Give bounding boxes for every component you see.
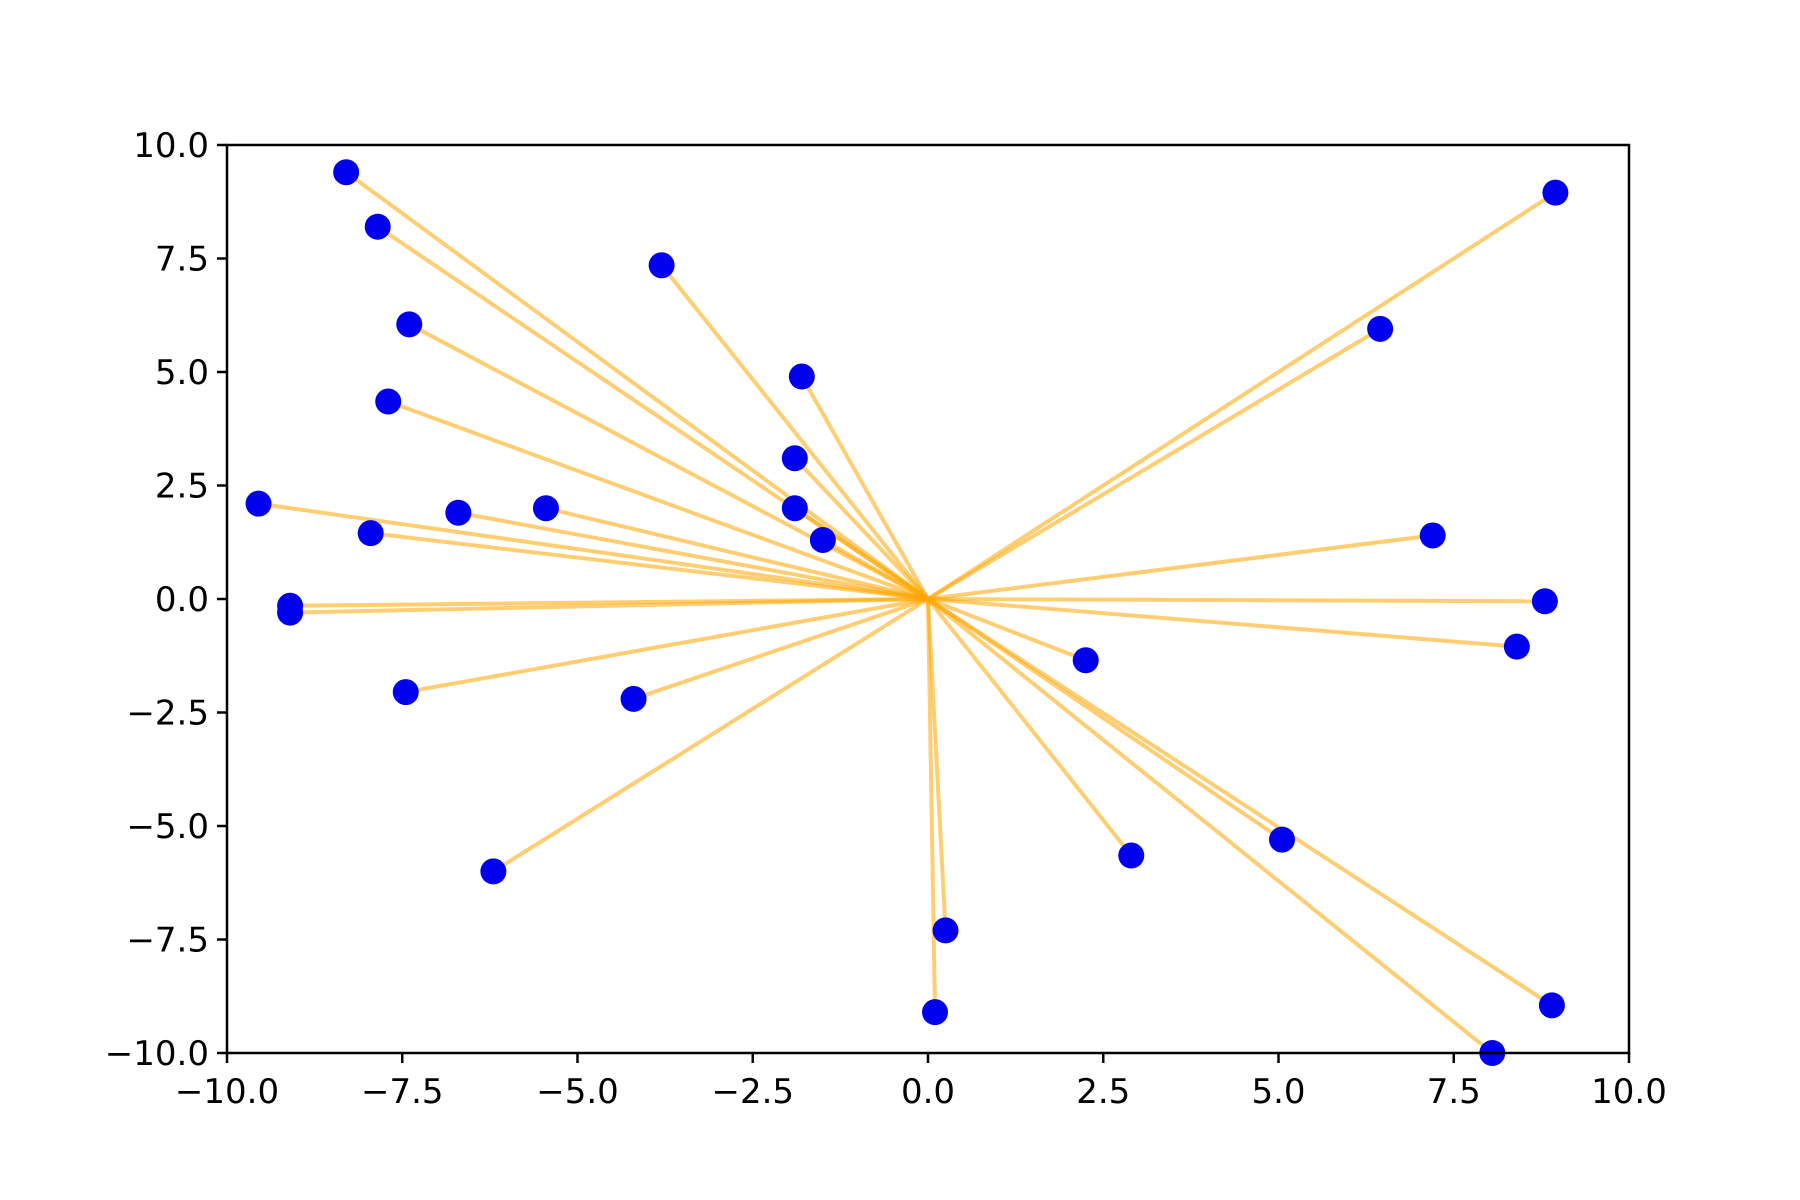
connector-line-1 <box>344 170 930 601</box>
connector-line-11 <box>457 510 929 601</box>
connector-line-5 <box>387 399 929 601</box>
connector-line-21 <box>927 597 1087 663</box>
y-tick-label: 0.0 <box>155 580 209 620</box>
data-point-2 <box>364 213 391 240</box>
x-tick-label: 0.0 <box>901 1072 955 1112</box>
data-points <box>245 159 1569 1066</box>
connector-line-13 <box>370 531 929 601</box>
connector-line-29 <box>926 327 1382 601</box>
data-point-8 <box>781 495 808 522</box>
x-tick-label: 7.5 <box>1427 1072 1481 1112</box>
y-tick-label: −2.5 <box>126 694 209 734</box>
data-point-1 <box>333 159 360 186</box>
data-point-28 <box>1419 522 1446 549</box>
y-tick-label: −10.0 <box>105 1034 209 1074</box>
data-point-13 <box>357 520 384 547</box>
y-tick-label: 7.5 <box>155 240 209 280</box>
y-tick-label: −5.0 <box>126 807 209 847</box>
y-axis: 10.0 7.5 5.0 2.5 0.0 −2.5 −5.0 −7.5 −10.0 <box>105 126 227 1074</box>
y-tick-label: −7.5 <box>126 921 209 961</box>
connector-line-7 <box>793 456 930 601</box>
connector-line-25 <box>926 597 1553 1008</box>
data-point-5 <box>375 388 402 415</box>
connector-line-18 <box>492 597 930 874</box>
connector-line-10 <box>258 501 929 601</box>
connector-line-19 <box>926 598 938 1013</box>
connector-line-20 <box>926 598 948 931</box>
connector-line-24 <box>926 597 1494 1055</box>
data-point-16 <box>392 679 419 706</box>
data-point-10 <box>245 490 272 517</box>
x-tick-label: 2.5 <box>1076 1072 1130 1112</box>
connector-line-22 <box>926 597 1133 857</box>
data-point-3 <box>648 252 675 279</box>
data-point-6 <box>788 363 815 390</box>
connector-line-8 <box>793 506 930 601</box>
connector-lines <box>258 170 1557 1055</box>
connector-line-17 <box>632 597 929 701</box>
data-point-19 <box>922 999 949 1026</box>
data-point-21 <box>1072 647 1099 674</box>
data-point-22 <box>1118 842 1145 869</box>
connector-line-6 <box>800 375 930 600</box>
x-tick-label: −10.0 <box>175 1072 279 1112</box>
x-tick-label: 10.0 <box>1591 1072 1667 1112</box>
data-point-18 <box>480 858 507 885</box>
data-point-29 <box>1367 315 1394 342</box>
connector-line-3 <box>660 264 930 601</box>
connector-line-28 <box>927 533 1433 601</box>
connector-line-27 <box>927 597 1545 604</box>
connector-line-9 <box>821 538 929 601</box>
data-point-15 <box>277 599 304 626</box>
y-tick-label: 10.0 <box>133 126 209 166</box>
data-point-9 <box>809 526 836 553</box>
y-tick-label: 5.0 <box>155 353 209 393</box>
data-point-26 <box>1503 633 1530 660</box>
x-axis: −10.0 −7.5 −5.0 −2.5 0.0 2.5 5.0 7.5 10.0 <box>175 1053 1667 1112</box>
x-tick-label: −5.0 <box>536 1072 619 1112</box>
data-point-17 <box>620 685 647 712</box>
data-point-23 <box>1269 826 1296 853</box>
connector-line-26 <box>927 597 1518 649</box>
data-point-25 <box>1538 992 1565 1019</box>
data-point-11 <box>445 499 472 526</box>
x-tick-label: −2.5 <box>711 1072 794 1112</box>
connector-line-12 <box>545 506 929 601</box>
data-point-30 <box>1542 179 1569 206</box>
connector-line-30 <box>926 190 1557 601</box>
data-point-27 <box>1531 588 1558 615</box>
data-point-20 <box>932 917 959 944</box>
connector-line-4 <box>408 322 929 601</box>
connector-line-16 <box>405 597 929 695</box>
x-tick-label: −7.5 <box>361 1072 444 1112</box>
connector-line-15 <box>290 597 929 615</box>
data-point-4 <box>396 311 423 338</box>
data-point-7 <box>781 445 808 472</box>
data-point-12 <box>532 495 559 522</box>
x-tick-label: 5.0 <box>1251 1072 1305 1112</box>
y-tick-label: 2.5 <box>155 467 209 507</box>
